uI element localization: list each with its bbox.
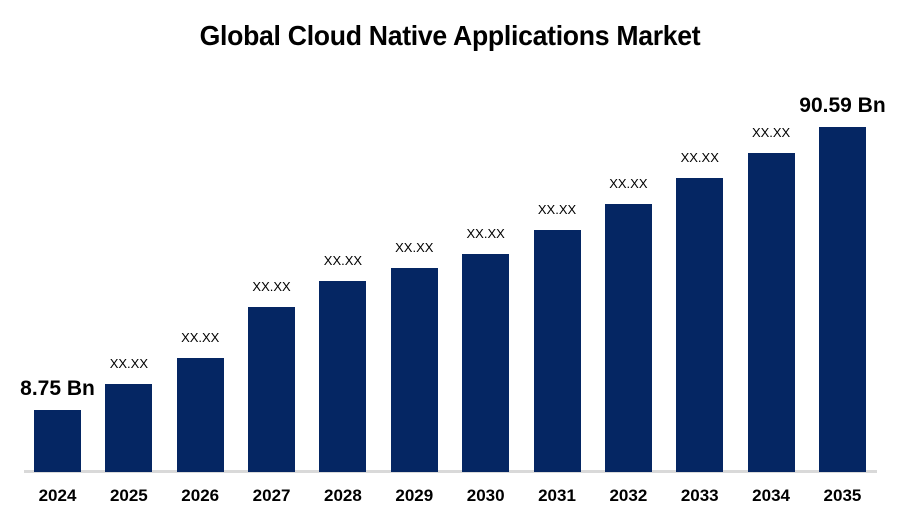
bar-group-2029: XX.XX 2029 [378, 0, 450, 505]
bar-group-2026: XX.XX 2026 [164, 0, 236, 505]
bar-group-2033: XX.XX 2033 [664, 0, 736, 505]
x-tick-label-2026: 2026 [181, 486, 220, 505]
bar-value-label: XX.XX [252, 278, 291, 294]
bar-group-2035: 90.59 Bn 2035 [799, 0, 885, 505]
x-tick-label-2034: 2034 [752, 486, 790, 505]
x-tick-label-2031: 2031 [538, 486, 576, 505]
bar-2032 [604, 204, 652, 472]
x-tick-label-2029: 2029 [395, 486, 434, 505]
chart-title: Global Cloud Native Applications Market [199, 20, 701, 51]
bar-group-2031: XX.XX 2031 [521, 0, 593, 505]
x-tick-label-2028: 2028 [324, 486, 362, 505]
bar-2028 [319, 281, 367, 472]
bar-2029 [390, 268, 438, 472]
bar-value-label: 90.59 Bn [799, 93, 886, 117]
bar-2033 [676, 178, 724, 472]
bar-2027 [248, 307, 296, 472]
bar-value-label: XX.XX [466, 225, 505, 241]
bar-value-label: XX.XX [323, 252, 363, 268]
bar-2030 [462, 254, 510, 472]
bar-group-2030: XX.XX 2030 [450, 0, 522, 505]
x-tick-label-2030: 2030 [466, 486, 505, 505]
bar-value-label: XX.XX [537, 201, 577, 217]
bar-value-label: XX.XX [395, 239, 434, 255]
x-tick-label-2035: 2035 [823, 486, 862, 505]
x-tick-label-2024: 2024 [38, 486, 77, 505]
bar-group-2034: XX.XX 2034 [735, 0, 807, 505]
bar-group-2025: XX.XX 2025 [93, 0, 165, 505]
bar-value-label: 8.75 Bn [20, 376, 95, 400]
x-tick-label-2027: 2027 [252, 486, 291, 505]
x-tick-label-2032: 2032 [609, 486, 648, 505]
bar-group-2028: XX.XX 2028 [307, 0, 379, 505]
bar-group-2032: XX.XX 2032 [592, 0, 664, 505]
bar-2031 [533, 230, 581, 472]
bar-value-label: XX.XX [181, 329, 220, 345]
bar-group-2024: 8.75 Bn 2024 [20, 0, 95, 505]
bar-group-2027: XX.XX 2027 [236, 0, 308, 505]
bar-2034 [747, 153, 795, 472]
x-tick-label-2025: 2025 [109, 486, 148, 505]
bar-value-label: XX.XX [751, 124, 791, 140]
bar-value-label: XX.XX [609, 175, 648, 191]
bar-2035 [818, 127, 866, 472]
bar-2024 [34, 410, 81, 472]
bar-2026 [176, 358, 224, 472]
bar-2025 [105, 384, 153, 472]
x-tick-label-2033: 2033 [680, 486, 719, 505]
x-axis-line [24, 470, 877, 473]
bar-value-label: XX.XX [680, 149, 719, 165]
bar-value-label: XX.XX [109, 355, 148, 371]
